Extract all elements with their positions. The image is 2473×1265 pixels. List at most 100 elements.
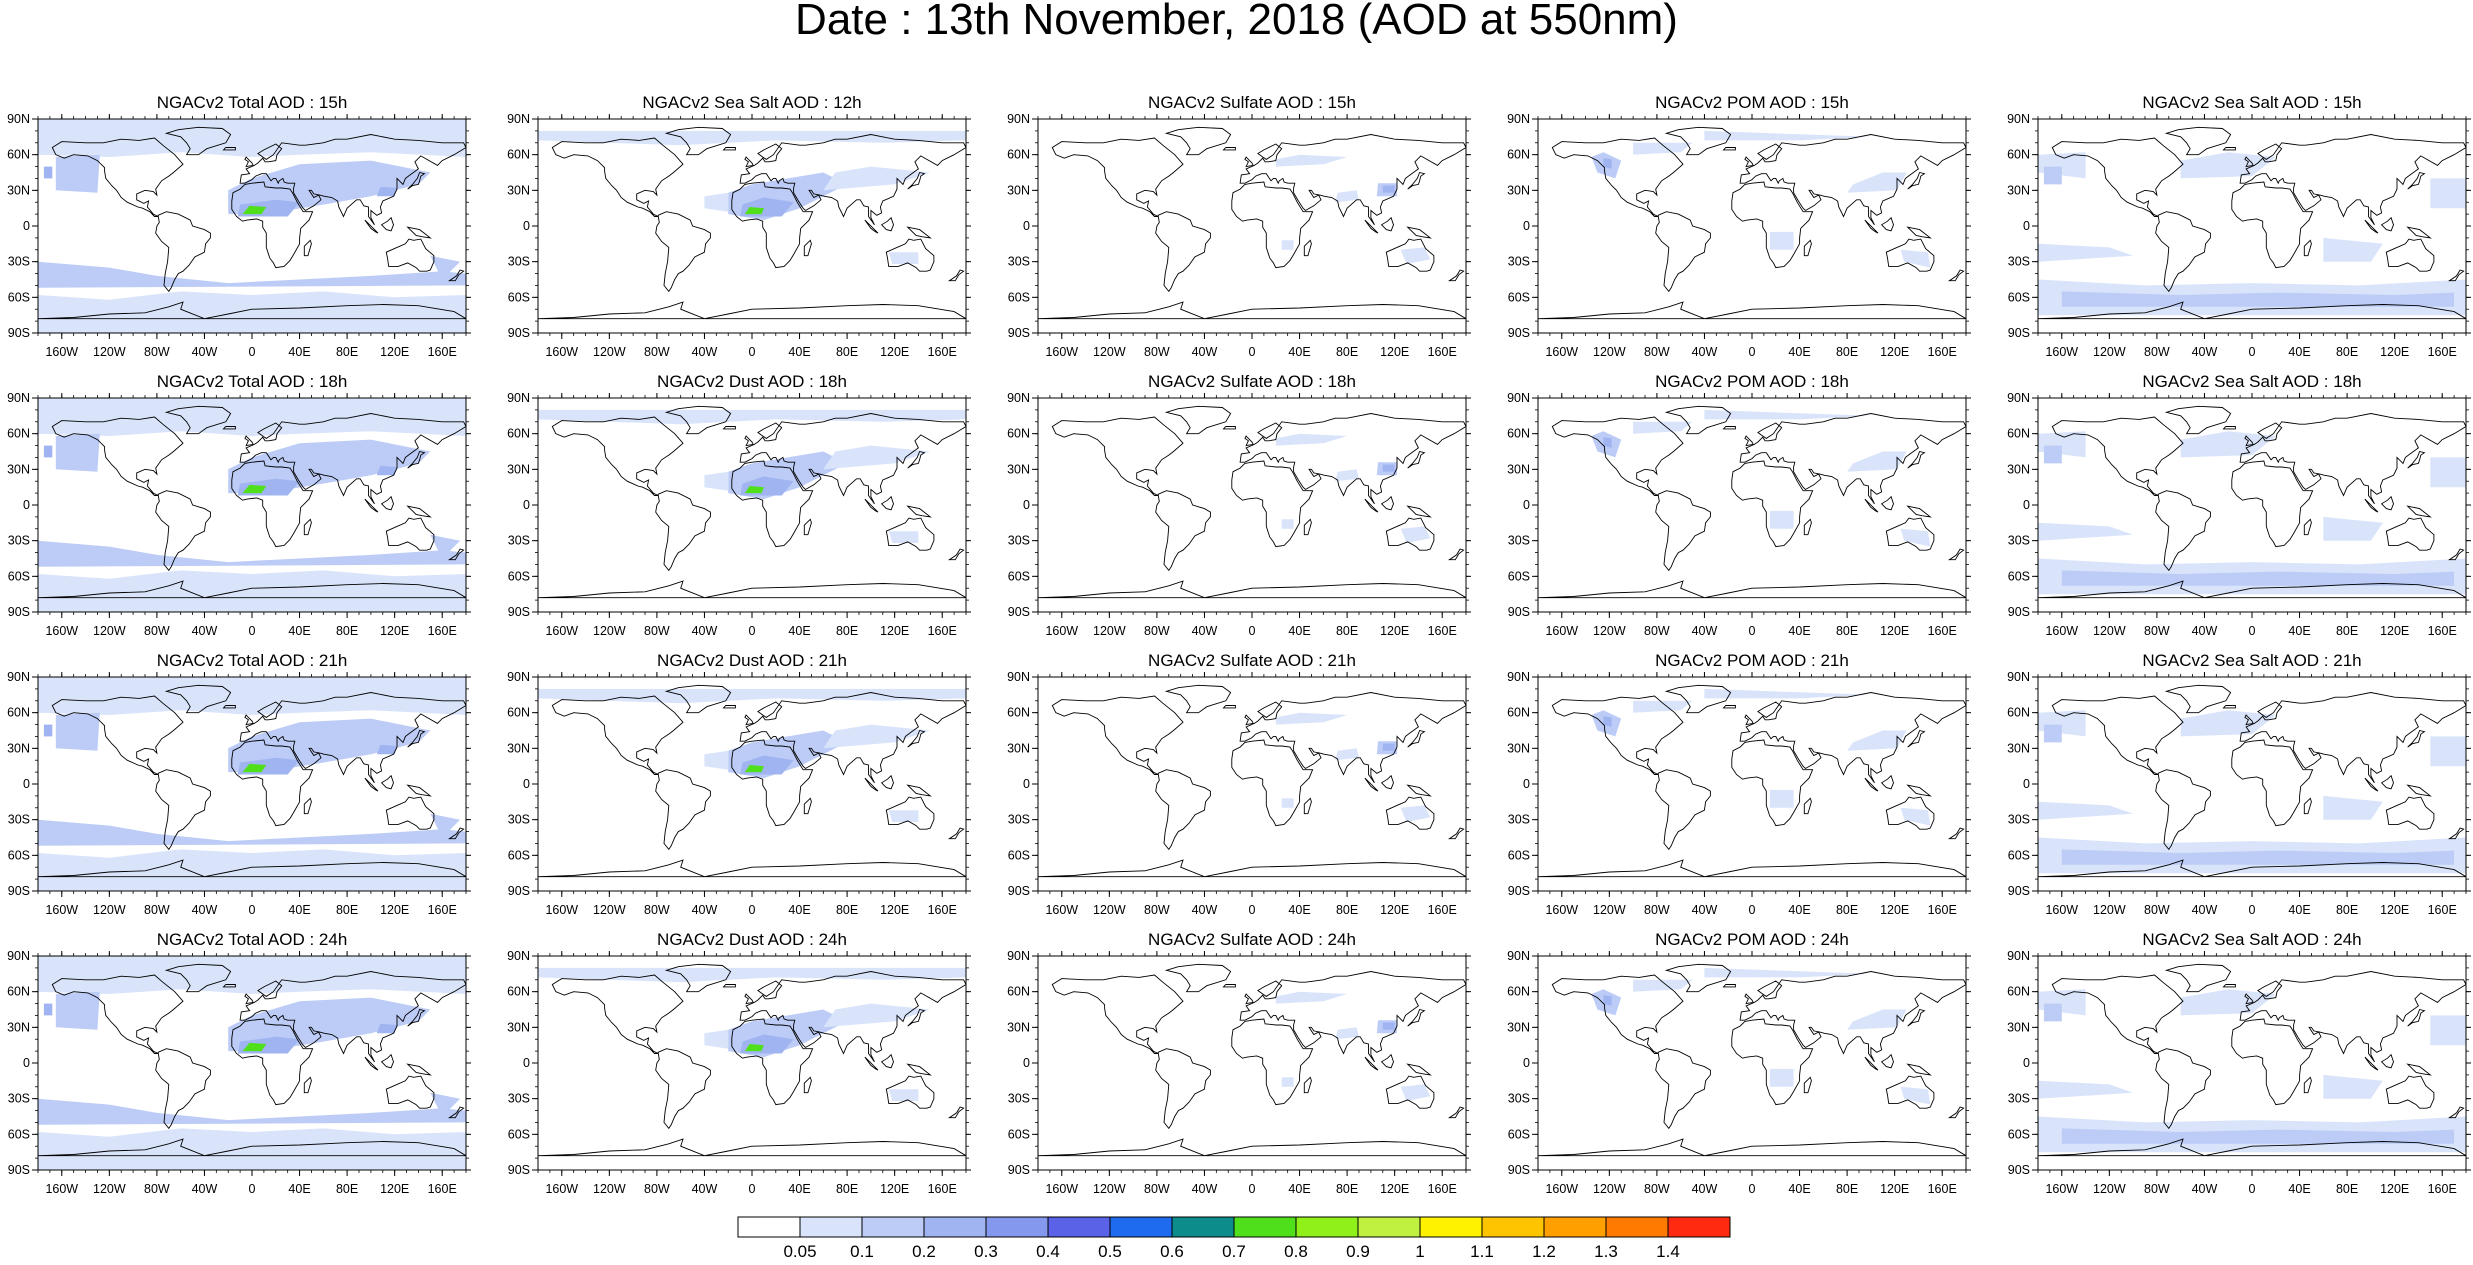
lat-label: 90N	[2007, 391, 2030, 405]
coastline-borneo	[2380, 495, 2394, 511]
lon-label: 120W	[2093, 1182, 2126, 1196]
lat-label: 90N	[2007, 670, 2030, 684]
lon-label: 80W	[2144, 345, 2170, 359]
coastline-newZealand	[1447, 1106, 1465, 1119]
lat-label: 30N	[1007, 183, 1030, 197]
panel-title: NGACv2 Total AOD : 24h	[156, 930, 348, 949]
lat-label: 0	[2023, 219, 2030, 233]
aod-field	[823, 445, 931, 470]
map-svg: 160W 120W 80W 40W 0 40E 80E 120E 160E 90N 60N 30N 0 3…	[1507, 670, 1971, 917]
map-plot-area	[38, 398, 466, 612]
coastline-southAmerica	[1655, 769, 1711, 851]
lat-label: 60N	[1507, 148, 1530, 162]
coastline-eurasia	[1739, 134, 1966, 226]
coastline-antarctica	[538, 301, 966, 320]
lon-label: 120E	[880, 1182, 909, 1196]
lon-label: 40W	[1192, 345, 1218, 359]
aod-field	[538, 409, 966, 425]
lat-label: 0	[23, 219, 30, 233]
aod-field	[55, 154, 100, 193]
coastline-eurasia	[239, 134, 466, 226]
aod-field	[38, 849, 466, 891]
lat-label: 60N	[7, 985, 30, 999]
lon-label: 80W	[144, 345, 170, 359]
lon-label: 40E	[1288, 903, 1310, 917]
coastline-australia	[1885, 1075, 1935, 1109]
lat-label: 30N	[7, 741, 30, 755]
coastline-iceland	[1222, 984, 1236, 988]
aod-field	[430, 1092, 461, 1117]
lon-label: 120E	[380, 903, 409, 917]
coastline-africa	[1731, 1018, 1814, 1106]
coastline-antarctica	[2038, 580, 2466, 599]
map-background	[1538, 119, 1966, 333]
aod-field	[744, 1044, 764, 1052]
coastline-sumatra	[364, 777, 379, 792]
aod-field	[1900, 528, 1931, 547]
aod-field	[2430, 457, 2466, 488]
coastline-iceland	[2222, 705, 2236, 709]
map-svg: 160W 120W 80W 40W 0 40E 80E 120E 160E 90N 60N 30N 0 3…	[7, 949, 471, 1196]
aod-field	[242, 484, 267, 494]
coastline-newGuinea	[1906, 505, 1932, 518]
coastline-iceland	[222, 984, 236, 988]
aod-field	[1900, 807, 1931, 826]
map-panel: NGACv2 Total AOD : 15h 160W 120W 80W 40W 0 40E…	[0, 92, 500, 370]
coastline-greenland	[2164, 405, 2232, 435]
aod-field	[1633, 700, 1693, 713]
lon-label: 0	[2249, 624, 2256, 638]
coastline-eurasia	[1239, 413, 1466, 505]
coastline-antarctica	[1538, 859, 1966, 878]
map-plot-area	[1538, 677, 1966, 891]
aod-field	[1335, 469, 1359, 482]
coastline-britain	[244, 156, 254, 168]
coastline-newZealand	[447, 548, 465, 561]
coastline-britain	[1744, 435, 1754, 447]
lon-label: 80W	[1644, 903, 1670, 917]
aod-field	[1847, 451, 1907, 472]
map-background	[1038, 677, 1466, 891]
map-panel: NGACv2 Sulfate AOD : 18h 160W 120W 80W 40W 0 4…	[1000, 371, 1500, 649]
aod-field	[1382, 1022, 1395, 1030]
panel-title: NGACv2 Sulfate AOD : 15h	[1148, 93, 1356, 112]
coastline-madagascar	[1803, 1076, 1812, 1094]
lon-label: 120E	[1380, 345, 1409, 359]
map-panel: NGACv2 Sulfate AOD : 24h 160W 120W 80W 40W 0 4…	[1000, 929, 1500, 1207]
lon-label: 120W	[93, 903, 126, 917]
lat-label: 60S	[508, 848, 530, 862]
coastline-southAmerica	[1655, 490, 1711, 572]
aod-field	[1633, 979, 1693, 992]
lon-label: 40W	[1692, 903, 1718, 917]
map-plot-area	[1038, 398, 1466, 612]
colorbar-label: 0.8	[1284, 1242, 1308, 1261]
coastline-newGuinea	[406, 505, 432, 518]
lon-label: 0	[749, 345, 756, 359]
aod-field	[1633, 421, 1693, 434]
coastline-antarctica	[538, 859, 966, 878]
colorbar-swatch	[1109, 1216, 1173, 1238]
lon-label: 120W	[2093, 345, 2126, 359]
coastline-southAmerica	[155, 769, 211, 851]
lon-label: 120E	[2380, 903, 2409, 917]
lat-label: 30S	[508, 1092, 530, 1106]
aod-field	[1335, 748, 1359, 761]
lon-label: 160E	[1428, 1182, 1457, 1196]
lon-label: 120W	[1593, 903, 1626, 917]
aod-field	[1900, 249, 1931, 268]
coastline-iceland	[2222, 426, 2236, 430]
aod-field	[1704, 967, 1871, 978]
coastline-eurasia	[1739, 971, 1966, 1063]
map-panel: NGACv2 Sulfate AOD : 15h 160W 120W 80W 40W 0 4…	[1000, 92, 1500, 370]
coastline-newZealand	[2447, 269, 2465, 282]
lon-label: 160E	[928, 1182, 957, 1196]
lon-label: 120W	[1593, 624, 1626, 638]
lon-label: 0	[1249, 345, 1256, 359]
coastline-eurasia	[739, 413, 966, 505]
coastline-antarctica	[2038, 859, 2466, 878]
lon-label: 80E	[2336, 1182, 2358, 1196]
aod-field	[376, 186, 397, 197]
aod-field	[55, 712, 100, 751]
aod-field	[1281, 519, 1294, 529]
lon-label: 80W	[644, 624, 670, 638]
aod-field	[1335, 190, 1359, 203]
